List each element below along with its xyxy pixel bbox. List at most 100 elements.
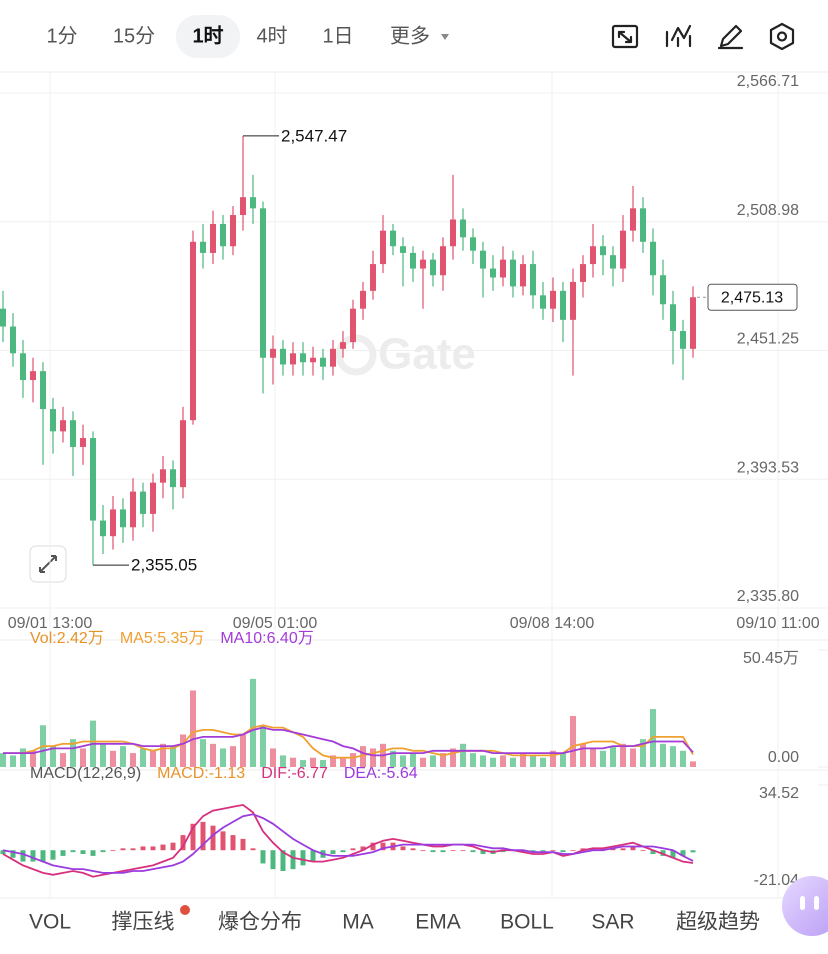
indicator-tab[interactable]: SAR	[591, 911, 634, 934]
candle-body	[200, 241, 206, 253]
bar	[210, 825, 216, 851]
candle-body	[380, 230, 386, 265]
bar	[350, 848, 356, 851]
bar	[350, 753, 356, 767]
candle-body	[610, 255, 616, 269]
x-tick-label: 09/10 11:00	[736, 615, 819, 632]
last-price-label: 2,475.13	[721, 289, 783, 306]
bar	[470, 850, 476, 853]
draw-icon[interactable]	[717, 24, 744, 50]
bar	[310, 850, 316, 862]
indicator-tab[interactable]: MA	[342, 911, 374, 934]
bar	[200, 739, 206, 767]
bar	[540, 757, 546, 767]
expand-button[interactable]	[29, 545, 67, 583]
chart-layer: 2,566.71 2,508.98 2,451.25 2,393.53 2,335.80…	[0, 72, 828, 898]
floating-button[interactable]	[782, 876, 828, 936]
interval-tab[interactable]: 1时	[192, 24, 223, 47]
bar	[410, 753, 416, 767]
bar	[640, 850, 646, 852]
bar	[80, 850, 86, 855]
candle-body	[470, 237, 476, 251]
bar	[370, 842, 376, 851]
bar	[260, 725, 266, 767]
candle-body	[10, 326, 16, 354]
candle-body	[400, 246, 406, 253]
bar	[290, 757, 296, 767]
interval-tab[interactable]: 15分	[113, 24, 155, 47]
bar	[520, 850, 526, 853]
bar	[160, 743, 166, 767]
settings-icon[interactable]	[769, 22, 795, 51]
indicator-tab[interactable]: VOL	[29, 911, 71, 934]
candle-body	[350, 308, 356, 343]
bar	[670, 746, 676, 767]
bar	[110, 750, 116, 767]
indicator-tab[interactable]: 撑压线	[112, 911, 175, 934]
y-tick-label: 0.00	[768, 749, 799, 766]
indicator-tab[interactable]: BOLL	[500, 911, 554, 934]
bar	[540, 850, 546, 853]
selected-interval-pill	[176, 15, 240, 58]
candle-body	[410, 252, 416, 269]
fullscreen-icon[interactable]	[611, 24, 639, 49]
bar	[100, 743, 106, 767]
indicator-tab[interactable]: EMA	[415, 911, 461, 934]
bar	[370, 748, 376, 767]
indicator-tab[interactable]: 超级趋势	[676, 911, 760, 934]
bar	[80, 748, 86, 767]
candle-body	[180, 420, 186, 488]
bar	[580, 743, 586, 767]
more-caret	[441, 34, 449, 40]
legend-entry: DEA:-5.64	[344, 765, 418, 782]
bar	[680, 750, 686, 767]
bar	[240, 838, 246, 851]
bar	[290, 850, 296, 870]
floating-button-eye	[800, 896, 805, 910]
extreme-label: 2,355.05	[131, 556, 197, 575]
bar	[320, 760, 326, 767]
bar	[180, 835, 186, 851]
bar	[300, 850, 306, 866]
legend-entry: DIF:-6.77	[261, 765, 328, 782]
bar	[260, 850, 266, 864]
bar	[470, 753, 476, 767]
bar	[270, 850, 276, 870]
candle-body	[130, 491, 136, 528]
bar	[340, 757, 346, 767]
candle-body	[260, 208, 266, 358]
candle-body	[70, 420, 76, 447]
candle-body	[320, 357, 326, 367]
candle-body	[640, 208, 646, 242]
bar	[670, 850, 676, 858]
candle-body	[140, 491, 146, 514]
candle-body	[450, 219, 456, 247]
bar	[250, 848, 256, 851]
candle-body	[300, 353, 306, 363]
interval-tab[interactable]: 4时	[256, 24, 287, 47]
bar	[0, 850, 6, 855]
bar	[490, 757, 496, 767]
candle-body	[250, 197, 256, 209]
indicator-icon[interactable]	[665, 24, 692, 48]
bar	[140, 748, 146, 767]
bar	[640, 739, 646, 767]
interval-tab[interactable]: 1分	[46, 24, 77, 47]
interval-tab[interactable]: 更多	[390, 24, 430, 47]
bar	[430, 755, 436, 767]
bar	[390, 750, 396, 767]
interval-tab[interactable]: 1日	[322, 25, 353, 47]
candle-body	[680, 330, 686, 349]
indicator-tab[interactable]: 爆仓分布	[218, 911, 302, 934]
candle-body	[570, 281, 576, 320]
bar	[620, 848, 626, 851]
new-dot	[180, 905, 190, 915]
bar	[610, 746, 616, 767]
bar	[10, 850, 16, 858]
candle-body	[100, 520, 106, 537]
candle-body	[460, 219, 466, 238]
bar	[570, 850, 576, 852]
bar	[110, 850, 116, 852]
y-tick-label: 2,335.80	[737, 588, 799, 605]
bar	[590, 848, 596, 851]
